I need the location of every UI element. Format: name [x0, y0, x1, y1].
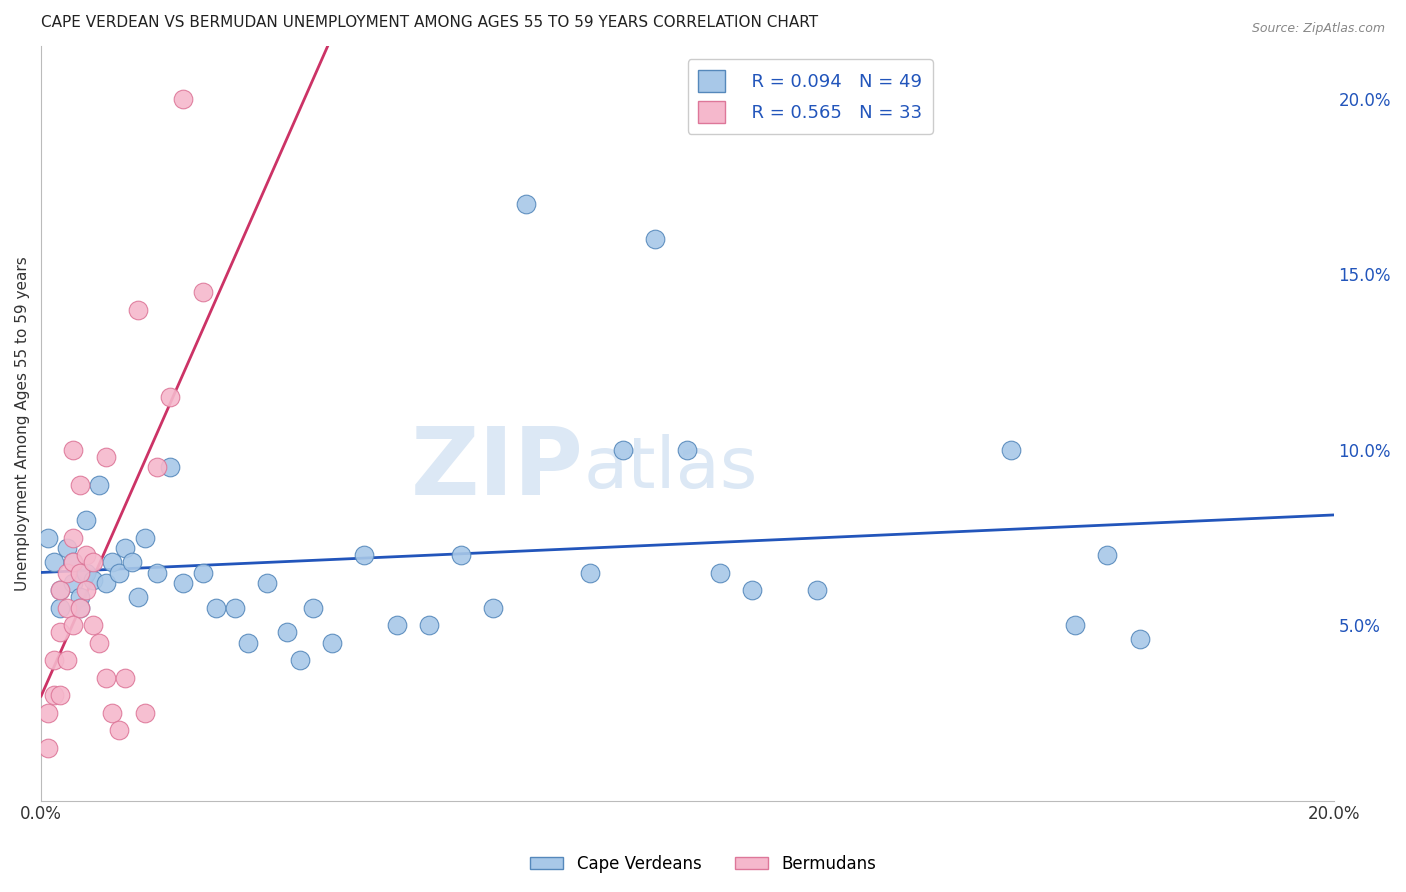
Point — [49, 583, 72, 598]
Point — [134, 706, 156, 720]
Point — [450, 548, 472, 562]
Point — [56, 566, 79, 580]
Point — [94, 450, 117, 464]
Point — [75, 583, 97, 598]
Point — [49, 600, 72, 615]
Point — [301, 600, 323, 615]
Point — [42, 689, 65, 703]
Point — [75, 548, 97, 562]
Point — [37, 706, 59, 720]
Point — [204, 600, 226, 615]
Point — [385, 618, 408, 632]
Point — [62, 555, 84, 569]
Point — [94, 671, 117, 685]
Point — [101, 706, 124, 720]
Point — [146, 460, 169, 475]
Point — [56, 653, 79, 667]
Text: ZIP: ZIP — [411, 423, 583, 515]
Point — [114, 671, 136, 685]
Point — [191, 285, 214, 299]
Point — [62, 555, 84, 569]
Point — [114, 541, 136, 555]
Point — [49, 583, 72, 598]
Point — [644, 232, 666, 246]
Point — [121, 555, 143, 569]
Point — [82, 618, 104, 632]
Point — [62, 618, 84, 632]
Point — [256, 576, 278, 591]
Point — [101, 555, 124, 569]
Point — [612, 442, 634, 457]
Point — [69, 566, 91, 580]
Point — [75, 513, 97, 527]
Point — [288, 653, 311, 667]
Point — [1097, 548, 1119, 562]
Point — [49, 689, 72, 703]
Point — [806, 583, 828, 598]
Point — [353, 548, 375, 562]
Point — [127, 302, 149, 317]
Point — [172, 576, 194, 591]
Point — [134, 531, 156, 545]
Point — [75, 566, 97, 580]
Point — [62, 442, 84, 457]
Point — [191, 566, 214, 580]
Point — [56, 541, 79, 555]
Point — [89, 478, 111, 492]
Point — [676, 442, 699, 457]
Point — [42, 555, 65, 569]
Point — [42, 653, 65, 667]
Point — [146, 566, 169, 580]
Point — [1129, 632, 1152, 647]
Point — [49, 625, 72, 640]
Point — [159, 390, 181, 404]
Point — [515, 197, 537, 211]
Text: CAPE VERDEAN VS BERMUDAN UNEMPLOYMENT AMONG AGES 55 TO 59 YEARS CORRELATION CHAR: CAPE VERDEAN VS BERMUDAN UNEMPLOYMENT AM… — [41, 15, 818, 30]
Point — [236, 636, 259, 650]
Point — [276, 625, 298, 640]
Point — [321, 636, 343, 650]
Point — [69, 600, 91, 615]
Point — [89, 636, 111, 650]
Point — [94, 576, 117, 591]
Point — [107, 566, 129, 580]
Text: atlas: atlas — [583, 434, 758, 503]
Point — [69, 478, 91, 492]
Point — [62, 576, 84, 591]
Point — [1000, 442, 1022, 457]
Point — [127, 590, 149, 604]
Point — [69, 590, 91, 604]
Point — [37, 741, 59, 756]
Point — [482, 600, 505, 615]
Point — [159, 460, 181, 475]
Point — [37, 531, 59, 545]
Point — [418, 618, 440, 632]
Point — [709, 566, 731, 580]
Point — [62, 531, 84, 545]
Point — [82, 555, 104, 569]
Point — [224, 600, 246, 615]
Point — [741, 583, 763, 598]
Y-axis label: Unemployment Among Ages 55 to 59 years: Unemployment Among Ages 55 to 59 years — [15, 256, 30, 591]
Point — [69, 600, 91, 615]
Point — [56, 600, 79, 615]
Point — [107, 723, 129, 738]
Point — [172, 92, 194, 106]
Text: Source: ZipAtlas.com: Source: ZipAtlas.com — [1251, 22, 1385, 36]
Point — [1064, 618, 1087, 632]
Legend: Cape Verdeans, Bermudans: Cape Verdeans, Bermudans — [523, 848, 883, 880]
Point — [82, 573, 104, 587]
Legend:   R = 0.094   N = 49,   R = 0.565   N = 33: R = 0.094 N = 49, R = 0.565 N = 33 — [688, 59, 932, 134]
Point — [579, 566, 602, 580]
